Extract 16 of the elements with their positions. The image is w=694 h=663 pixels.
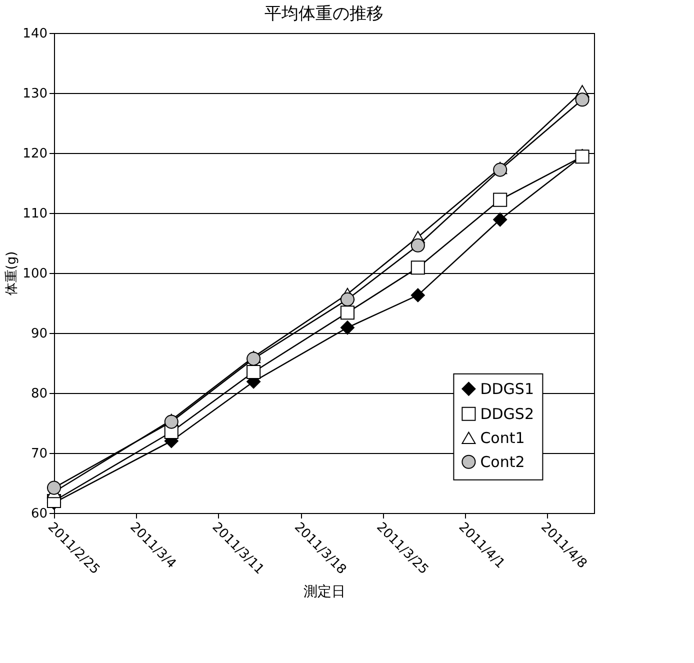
y-tick-label: 140 <box>22 26 48 42</box>
y-axis-title: 体重(g) <box>4 251 20 296</box>
y-tick-label: 130 <box>22 86 48 102</box>
y-tick-label: 120 <box>22 146 48 162</box>
legend-label: DDGS1 <box>480 380 534 398</box>
y-tick-label: 110 <box>22 206 48 222</box>
y-tick-label: 80 <box>30 386 48 402</box>
y-tick-label: 100 <box>22 266 48 282</box>
x-axis-title: 測定日 <box>304 584 346 600</box>
legend-label: DDGS2 <box>480 404 534 423</box>
y-tick-label: 60 <box>30 506 48 522</box>
legend-label: Cont2 <box>480 452 525 471</box>
legend-label: Cont1 <box>480 428 525 447</box>
chart-title: 平均体重の推移 <box>264 4 384 24</box>
y-tick-label: 90 <box>30 326 48 342</box>
y-tick-label: 70 <box>30 446 48 462</box>
